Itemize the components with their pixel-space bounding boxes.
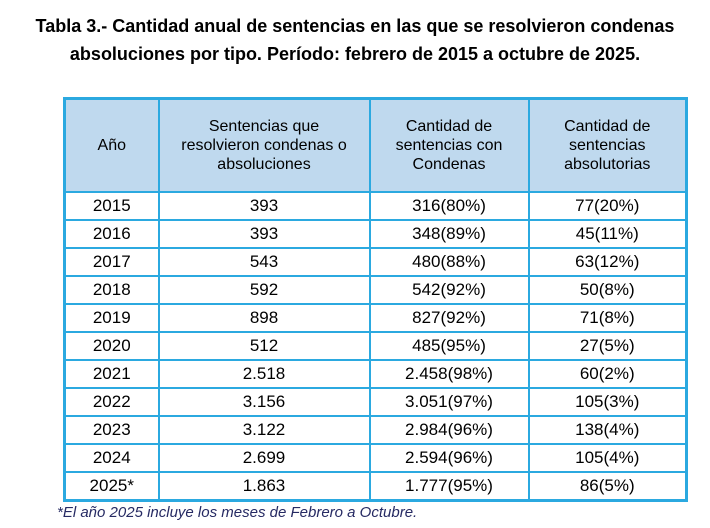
table-cell: 2016: [63, 219, 160, 249]
table-cell: 2023: [63, 415, 160, 445]
table-cell: 348(89%): [368, 219, 530, 249]
table-cell: 2.518: [157, 359, 371, 389]
table-cell: 105(3%): [527, 387, 688, 417]
table-cell: 542(92%): [368, 275, 530, 305]
table-cell: 827(92%): [368, 303, 530, 333]
table-cell: 2021: [63, 359, 160, 389]
table-cell: 898: [157, 303, 371, 333]
table-cell: 2.699: [157, 443, 371, 473]
table-cell: 105(4%): [527, 443, 688, 473]
table-title: Tabla 3.- Cantidad anual de sentencias e…: [0, 12, 710, 68]
table-row: 2021 2.518 2.458(98%) 60(2%): [63, 359, 688, 389]
table-cell: 1.863: [157, 471, 371, 502]
table-cell: 63(12%): [527, 247, 688, 277]
table-cell: 2025*: [63, 471, 160, 502]
table-cell: 480(88%): [368, 247, 530, 277]
table-cell: 2015: [63, 191, 160, 221]
table-cell: 393: [157, 191, 371, 221]
table-cell: 71(8%): [527, 303, 688, 333]
table-cell: 592: [157, 275, 371, 305]
table-row: 2020 512 485(95%) 27(5%): [63, 331, 688, 361]
table-cell: 60(2%): [527, 359, 688, 389]
table-cell: 393: [157, 219, 371, 249]
table-cell: 485(95%): [368, 331, 530, 361]
title-line-1: Tabla 3.- Cantidad anual de sentencias e…: [35, 16, 675, 36]
header-row: Año Sentencias que resolvieron condenas …: [63, 97, 688, 193]
table-cell: 2024: [63, 443, 160, 473]
column-header-absolutorias: Cantidad de sentencias absolutorias: [527, 97, 688, 193]
table-cell: 3.122: [157, 415, 371, 445]
table-cell: 86(5%): [527, 471, 688, 502]
footnote: *El año 2025 incluye los meses de Febrer…: [57, 504, 418, 521]
table-cell: 50(8%): [527, 275, 688, 305]
sentencias-table: Año Sentencias que resolvieron condenas …: [63, 97, 688, 502]
table-cell: 2022: [63, 387, 160, 417]
table-row: 2023 3.122 2.984(96%) 138(4%): [63, 415, 688, 445]
table-row: 2018 592 542(92%) 50(8%): [63, 275, 688, 305]
column-header-ano: Año: [63, 97, 160, 193]
column-header-condenas: Cantidad de sentencias con Condenas: [368, 97, 530, 193]
table-cell: 2019: [63, 303, 160, 333]
table-cell: 2.594(96%): [368, 443, 530, 473]
title-line-2: absoluciones por tipo. Período: febrero …: [69, 44, 641, 64]
table-cell: 2017: [63, 247, 160, 277]
table-cell: 45(11%): [527, 219, 688, 249]
table-body: 2015 393 316(80%) 77(20%) 2016 393 348(89%) 45(…: [63, 191, 688, 502]
table-row: 2024 2.699 2.594(96%) 105(4%): [63, 443, 688, 473]
table-cell: 543: [157, 247, 371, 277]
table-cell: 2.458(98%): [368, 359, 530, 389]
table-row: 2016 393 348(89%) 45(11%): [63, 219, 688, 249]
table-cell: 2.984(96%): [368, 415, 530, 445]
table-cell: 3.051(97%): [368, 387, 530, 417]
column-header-sentencias-total: Sentencias que resolvieron condenas o ab…: [157, 97, 371, 193]
table-cell: 27(5%): [527, 331, 688, 361]
table-cell: 2020: [63, 331, 160, 361]
table-cell: 2018: [63, 275, 160, 305]
table-cell: 316(80%): [368, 191, 530, 221]
table-cell: 77(20%): [527, 191, 688, 221]
table-row: 2017 543 480(88%) 63(12%): [63, 247, 688, 277]
table-row: 2019 898 827(92%) 71(8%): [63, 303, 688, 333]
table-row: 2022 3.156 3.051(97%) 105(3%): [63, 387, 688, 417]
table-row: 2015 393 316(80%) 77(20%): [63, 191, 688, 221]
table-row: 2025* 1.863 1.777(95%) 86(5%): [63, 471, 688, 502]
table-cell: 3.156: [157, 387, 371, 417]
table-cell: 138(4%): [527, 415, 688, 445]
table-cell: 512: [157, 331, 371, 361]
table-cell: 1.777(95%): [368, 471, 530, 502]
